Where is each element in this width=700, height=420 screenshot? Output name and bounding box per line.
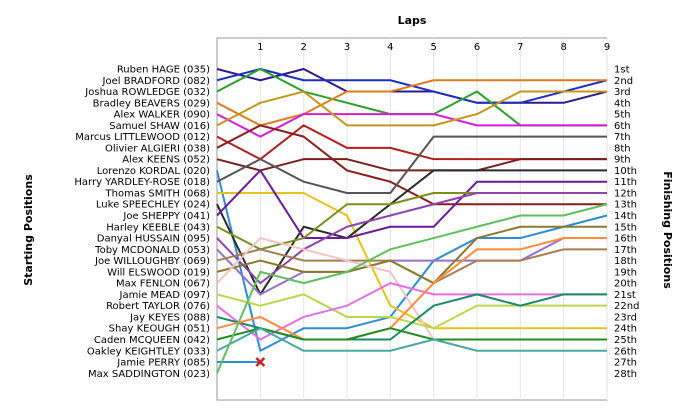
driver-label-1: Ruben HAGE (035) [117, 65, 210, 76]
series-line-17 [216, 237, 607, 296]
series-line-4 [216, 79, 607, 127]
x-tick-2: 2 [300, 42, 306, 53]
x-tick-5: 5 [430, 42, 436, 53]
finish-label-21: 21st [614, 290, 636, 301]
finish-label-17: 17th [614, 245, 637, 256]
finish-label-5: 5th [614, 110, 631, 121]
series-line-24 [216, 237, 607, 341]
finish-label-18: 18th [614, 256, 637, 267]
series-line-28 [216, 203, 608, 374]
finish-label-23: 23rd [614, 312, 637, 323]
driver-label-8: Olivier ALGIERI (038) [105, 143, 210, 154]
finish-label-27: 27th [614, 358, 637, 369]
finish-label-3: 3rd [614, 87, 631, 98]
driver-label-13: Luke SPEECHLEY (024) [96, 200, 210, 211]
driver-label-24: Shay KEOUGH (051) [109, 324, 210, 335]
driver-label-26: Oakley KEIGHTLEY (033) [87, 346, 210, 357]
driver-label-5: Alex WALKER (090) [114, 110, 210, 121]
finish-label-2: 2nd [614, 76, 633, 87]
series-line-5 [216, 113, 607, 138]
series-line-14 [216, 169, 607, 240]
series-line-26 [216, 327, 607, 352]
series-line-25 [216, 327, 607, 341]
x-tick-9: 9 [604, 42, 610, 53]
driver-label-25: Caden MCQUEEN (042) [94, 335, 210, 346]
markers [255, 357, 266, 367]
retired-marker-stroke-b [255, 357, 266, 367]
driver-label-16: Danyal HUSSAIN (095) [97, 234, 210, 245]
driver-label-7: Marcus LITTLEWOOD (012) [75, 132, 210, 143]
series-line-13 [216, 169, 607, 296]
starting-driver-labels: Ruben HAGE (035)Joel BRADFORD (082)Joshu… [74, 65, 210, 380]
finish-label-26: 26th [614, 346, 637, 357]
x-axis-title: Laps [398, 14, 427, 27]
driver-label-15: Harley KEEBLE (043) [106, 222, 210, 233]
finish-label-7: 7th [614, 132, 631, 143]
finish-label-12: 12th [614, 188, 637, 199]
finish-label-22: 22nd [614, 301, 639, 312]
finish-label-8: 8th [614, 143, 631, 154]
finish-label-25: 25th [614, 335, 637, 346]
finish-label-4: 4th [614, 98, 631, 109]
finish-label-13: 13th [614, 200, 637, 211]
series-line-12 [217, 191, 607, 330]
finish-label-1: 1st [614, 65, 630, 76]
driver-label-12: Thomas SMITH (068) [105, 188, 211, 199]
x-tick-6: 6 [474, 42, 480, 53]
finish-label-28: 28th [614, 369, 637, 380]
y-axis-title-left: Starting Positions [22, 174, 35, 286]
x-tick-7: 7 [517, 42, 523, 53]
finish-label-16: 16th [614, 234, 637, 245]
finish-label-15: 15th [614, 222, 637, 233]
series-line-6 [216, 90, 607, 127]
driver-label-4: Bradley BEAVERS (029) [93, 98, 210, 109]
driver-label-18: Joe WILLOUGHBY (069) [94, 256, 210, 267]
finish-label-6: 6th [614, 121, 631, 132]
driver-label-27: Jamie PERRY (085) [116, 358, 210, 369]
finishing-position-labels: 1st2nd3rd4th5th6th7th8th9th10th11th12th1… [614, 65, 639, 380]
driver-label-20: Max FENLON (067) [116, 279, 210, 290]
x-tick-1: 1 [257, 42, 263, 53]
driver-label-2: Joel BRADFORD (082) [102, 76, 211, 87]
series-line-19 [216, 225, 607, 285]
driver-label-3: Joshua ROWLEDGE (032) [84, 87, 210, 98]
driver-label-9: Alex KEENS (052) [122, 155, 210, 166]
finish-label-9: 9th [614, 155, 631, 166]
series-line-9 [216, 158, 607, 172]
driver-label-21: Jamie MEAD (097) [119, 290, 211, 301]
driver-label-19: Will ELSWOOD (019) [107, 267, 210, 278]
finish-label-20: 20th [614, 279, 637, 290]
driver-label-17: Toby MCDONALD (053) [94, 245, 210, 256]
driver-label-11: Harry YARDLEY-ROSE (018) [74, 177, 210, 188]
y-axis-title-right: Finishing Positions [661, 171, 674, 289]
series-line-8 [216, 124, 607, 206]
driver-label-10: Lorenzo KORDAL (020) [97, 166, 210, 177]
finish-label-24: 24th [614, 324, 637, 335]
driver-label-28: Max SADDINGTON (023) [88, 369, 210, 380]
driver-label-22: Robert TAYLOR (076) [106, 301, 210, 312]
finish-label-10: 10th [614, 166, 637, 177]
finish-label-11: 11th [614, 177, 637, 188]
driver-label-6: Samuel SHAW (016) [109, 121, 210, 132]
driver-label-23: Jay KEYES (088) [129, 312, 210, 323]
finish-label-19: 19th [614, 267, 637, 278]
driver-label-14: Joe SHEPPY (041) [122, 211, 210, 222]
x-tick-3: 3 [344, 42, 350, 53]
x-tick-labels: 1 2 3 4 5 6 7 8 9 [257, 42, 610, 53]
series-lines [216, 68, 608, 374]
x-tick-8: 8 [560, 42, 566, 53]
finish-label-14: 14th [614, 211, 637, 222]
x-tick-4: 4 [387, 42, 393, 53]
series-line-11 [216, 135, 607, 194]
